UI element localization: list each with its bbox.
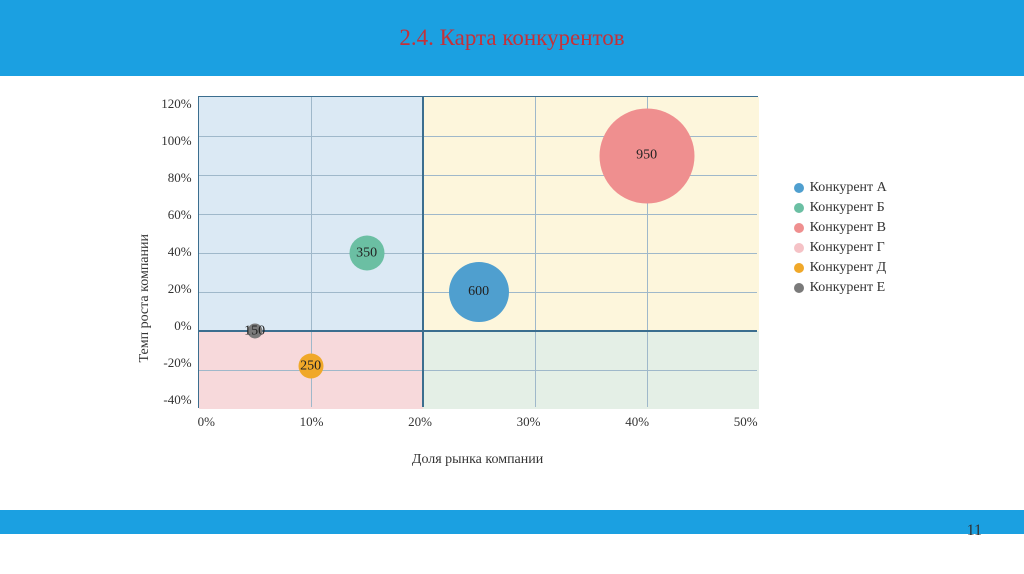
y-tick-label: 60% <box>168 207 192 223</box>
legend-label: Конкурент А <box>810 180 887 196</box>
y-tick-label: 0% <box>174 318 191 334</box>
grid-line-horizontal <box>199 214 757 215</box>
x-tick-label: 50% <box>734 414 758 430</box>
x-axis-tick-labels: 0% 10% 20% 30% 40% 50% <box>198 414 758 430</box>
quadrant-divider-horizontal <box>199 330 757 332</box>
y-tick-label: 80% <box>168 170 192 186</box>
legend-label: Конкурент В <box>810 220 886 236</box>
x-tick-label: 20% <box>408 414 432 430</box>
quadrant-divider-vertical <box>422 97 424 407</box>
legend-marker-icon <box>794 183 804 193</box>
plot-column: 600 350 950 250 150 0% 10% 20% 30% 40% 50% Доля р… <box>198 96 758 468</box>
chart-wrap: Темп роста компании 120% 100% 80% 60% 40% 20%… <box>40 96 984 500</box>
y-tick-label: 100% <box>161 133 191 149</box>
x-tick-label: 0% <box>198 414 215 430</box>
x-axis-title: Доля рынка компании <box>412 452 543 468</box>
grid-line-horizontal <box>199 253 757 254</box>
footer-bar <box>0 534 1024 574</box>
legend-item: Конкурент В <box>794 220 887 236</box>
y-tick-label: -20% <box>163 355 191 371</box>
footer-stripe <box>0 510 1024 534</box>
y-tick-label: 20% <box>168 281 192 297</box>
legend-marker-icon <box>794 243 804 253</box>
legend-item: Конкурент Б <box>794 200 887 216</box>
legend-item: Конкурент Г <box>794 240 887 256</box>
legend-label: Конкурент Б <box>810 200 885 216</box>
legend-label: Конкурент Г <box>810 240 885 256</box>
legend-marker-icon <box>794 283 804 293</box>
bubble: 150 <box>247 324 262 339</box>
bubble: 600 <box>449 262 509 322</box>
y-tick-label: -40% <box>163 392 191 408</box>
page-title: 2.4. Карта конкурентов <box>399 25 624 51</box>
bubble: 250 <box>298 354 323 379</box>
content-area: Темп роста компании 120% 100% 80% 60% 40% 20%… <box>0 76 1024 510</box>
page-number: 11 <box>967 522 982 540</box>
legend-marker-icon <box>794 223 804 233</box>
y-axis-title: Темп роста компании <box>137 234 153 363</box>
legend-item: Конкурент Д <box>794 260 887 276</box>
x-tick-label: 30% <box>517 414 541 430</box>
grid-line-horizontal <box>199 370 757 371</box>
x-tick-label: 10% <box>300 414 324 430</box>
legend-item: Конкурент Е <box>794 280 887 296</box>
bubble: 350 <box>349 236 384 271</box>
header-bar: 2.4. Карта конкурентов <box>0 0 1024 76</box>
legend: Конкурент А Конкурент Б Конкурент В Конкуре… <box>794 176 887 300</box>
grid-line-vertical <box>535 97 536 407</box>
legend-marker-icon <box>794 263 804 273</box>
legend-marker-icon <box>794 203 804 213</box>
y-axis-tick-labels: 120% 100% 80% 60% 40% 20% 0% -20% -40% <box>161 96 197 408</box>
y-tick-label: 40% <box>168 244 192 260</box>
bubble: 950 <box>599 108 694 203</box>
plot-area: 600 350 950 250 150 <box>198 96 758 408</box>
y-tick-label: 120% <box>161 96 191 112</box>
legend-label: Конкурент Д <box>810 260 887 276</box>
x-tick-label: 40% <box>625 414 649 430</box>
legend-label: Конкурент Е <box>810 280 886 296</box>
legend-item: Конкурент А <box>794 180 887 196</box>
